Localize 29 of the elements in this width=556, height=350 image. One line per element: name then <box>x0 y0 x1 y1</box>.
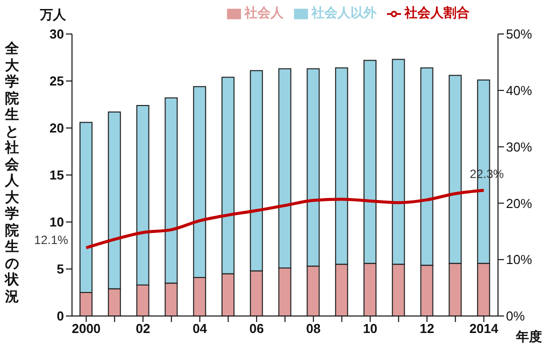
legend-label: 社会人割合 <box>404 5 470 20</box>
y2-tick-label: 20% <box>506 196 532 211</box>
y-tick-label: 25 <box>50 74 64 89</box>
x-tick-label: 2014 <box>469 321 500 336</box>
x-tick-label: 02 <box>136 321 150 336</box>
y-tick-label: 15 <box>50 168 64 183</box>
chart-title: 全大学院生と社会人大学院生の状況 <box>5 40 19 304</box>
x-axis-title: 年度 <box>516 328 542 346</box>
y-tick-label: 20 <box>50 120 64 136</box>
y2-tick-label: 10% <box>506 252 532 268</box>
y-tick-label: 10 <box>50 214 64 230</box>
y2-tick-label: 0% <box>506 308 526 324</box>
legend-label: 社会人以外 <box>312 5 376 20</box>
line-series <box>84 188 486 250</box>
y2-tick-label: 40% <box>506 83 532 98</box>
y2-tick-label: 30% <box>506 139 532 154</box>
y-tick-label: 5 <box>56 262 64 277</box>
x-tick-label: 12 <box>420 321 434 336</box>
y-tick-label: 30 <box>50 26 64 42</box>
y2-tick-label: 50% <box>506 26 532 42</box>
x-tick-label: 2000 <box>72 321 101 336</box>
y-axis-title: 万人 <box>40 6 66 24</box>
x-tick-label: 06 <box>249 321 264 336</box>
data-label: 12.1% <box>34 232 69 247</box>
x-tick-label: 04 <box>192 321 208 336</box>
legend-label: 社会人 <box>244 5 284 20</box>
x-tick-label: 10 <box>362 321 378 336</box>
y-tick-label: 0 <box>56 308 64 324</box>
x-tick-label: 08 <box>306 321 321 336</box>
